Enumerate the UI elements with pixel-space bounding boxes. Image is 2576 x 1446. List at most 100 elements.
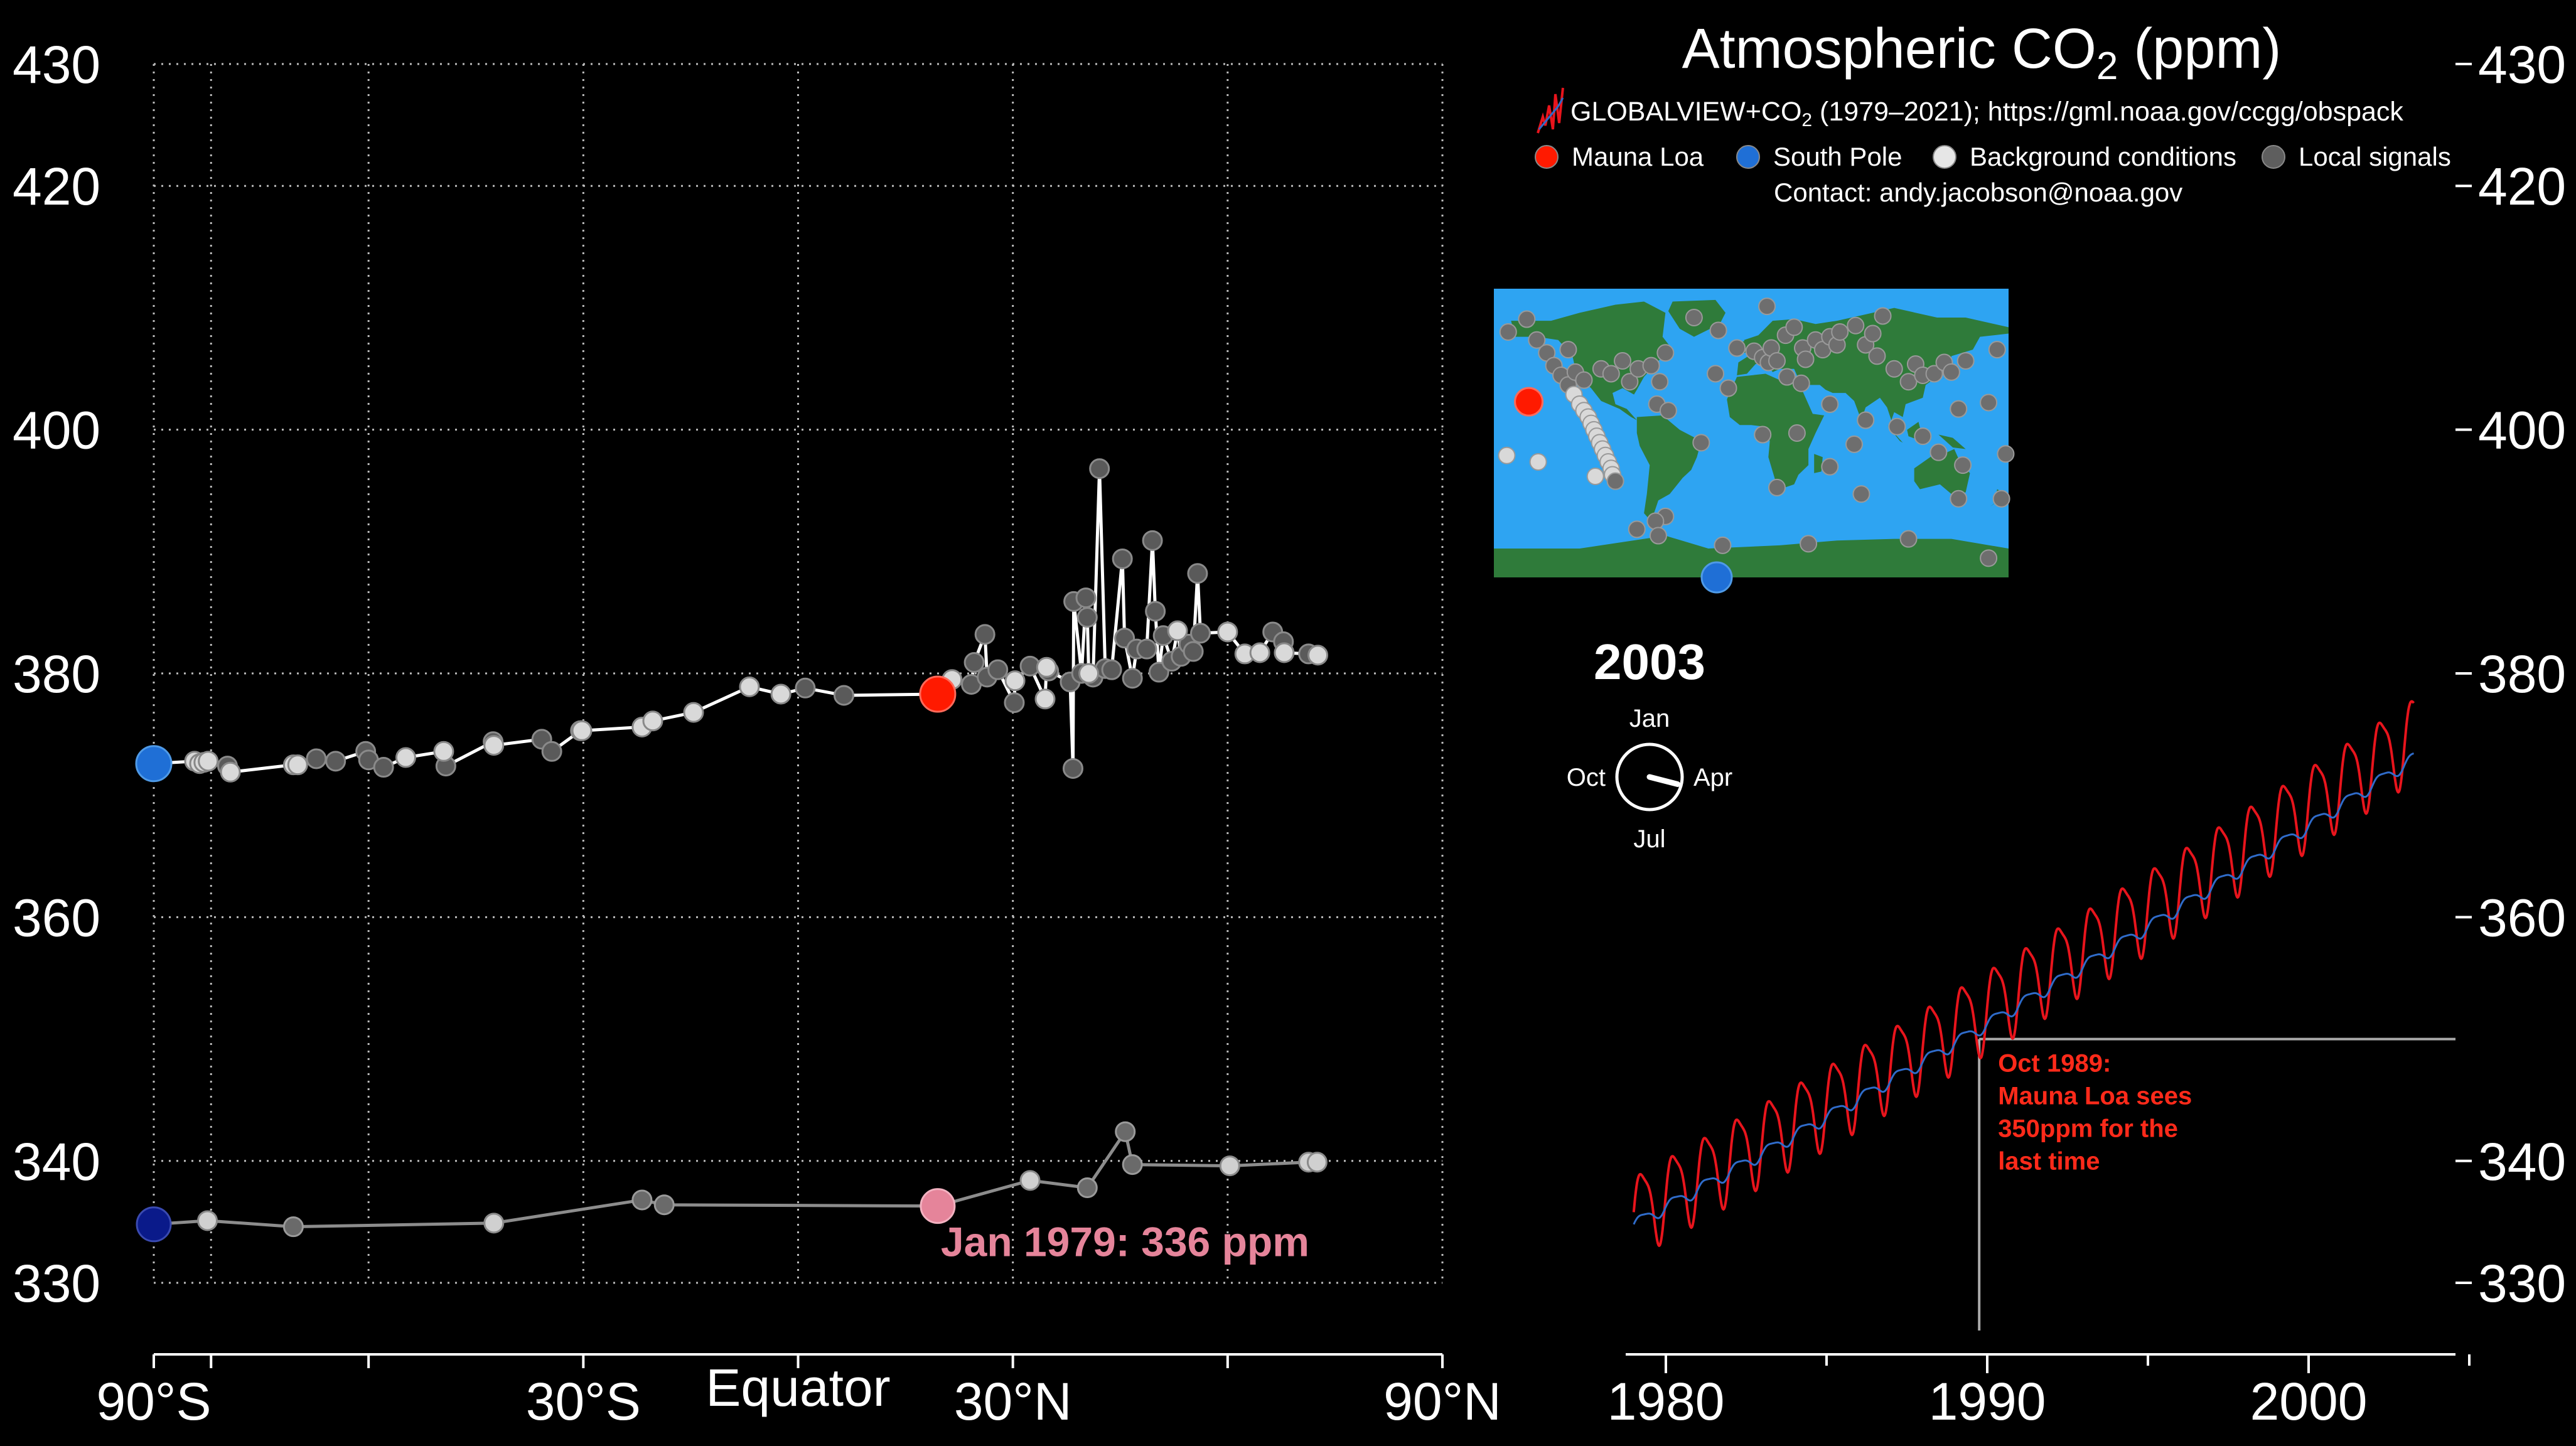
- source-text: GLOBALVIEW+CO2 (1979–2021); https://gml.…: [1570, 97, 2403, 131]
- right-x-tick-label: 1980: [1607, 1372, 1725, 1431]
- map-station-marker: [1606, 472, 1624, 490]
- baseline-point: [1076, 1177, 1098, 1199]
- map-station-marker: [1768, 478, 1786, 496]
- current-point-local: [795, 677, 816, 699]
- map-landmass: [1494, 535, 2009, 577]
- map-station-marker: [1575, 371, 1593, 389]
- map-station-marker: [1499, 323, 1517, 341]
- right-y-tick-label: 360: [2478, 888, 2566, 947]
- current-point-local: [1145, 601, 1166, 622]
- left-x-tick-label: 30°N: [954, 1372, 1072, 1431]
- current-point-bg: [287, 754, 308, 776]
- current-point-bg: [1078, 663, 1100, 684]
- left-y-tick-label: 430: [13, 35, 100, 94]
- right-y-tick-label: 330: [2478, 1254, 2566, 1313]
- current-point-bg: [483, 735, 505, 756]
- header: Atmospheric CO2 (ppm) GLOBALVIEW+CO2 (19…: [1535, 18, 2451, 207]
- map-station-marker: [1518, 310, 1536, 328]
- right-x-tick-label: 2000: [2250, 1372, 2368, 1431]
- current-point-bg: [1167, 620, 1188, 641]
- series-line-mauna-loa: [1632, 700, 2415, 1247]
- map-station-marker: [1956, 352, 1975, 370]
- map-station-marker: [1847, 316, 1865, 335]
- map-station-marker: [1888, 417, 1906, 436]
- time-series-chart: 1980 1990 2000 330 340 360 380 400 420 430 Oct 19…: [1607, 35, 2567, 1431]
- map-landmass: [1938, 434, 1966, 449]
- map-south-pole-marker: [1700, 561, 1733, 594]
- current-point-local: [1075, 587, 1097, 609]
- map-station-marker: [1950, 490, 1968, 508]
- map-station-marker: [1728, 339, 1746, 357]
- legend-label: Local signals: [2299, 142, 2451, 171]
- map-station-marker: [1954, 456, 1972, 474]
- map-station-marker: [1868, 347, 1886, 365]
- current-point-bg: [1307, 645, 1329, 666]
- world-map-inset: [1494, 289, 2015, 594]
- page-title: Atmospheric CO2 (ppm): [1682, 18, 2282, 88]
- baseline-series-line: [153, 1127, 1318, 1229]
- map-station-marker: [1792, 374, 1810, 392]
- map-station-marker: [1649, 527, 1667, 545]
- baseline-point: [1219, 1155, 1240, 1177]
- current-point-local: [541, 741, 562, 762]
- current-point-local: [1142, 530, 1163, 551]
- map-station-marker: [1800, 535, 1818, 553]
- current-point-local: [1183, 641, 1204, 662]
- current-point-local: [963, 652, 985, 673]
- current-point-local: [833, 685, 854, 706]
- season-clock: Jan Jul Oct Apr: [1567, 705, 1732, 853]
- current-point-local: [974, 624, 996, 645]
- current-point-bg: [1274, 642, 1295, 663]
- map-station-marker: [1778, 368, 1796, 386]
- current-point-local: [987, 659, 1009, 680]
- current-point-local: [1089, 458, 1110, 479]
- contact-text: Contact: andy.jacobson@noaa.gov: [1774, 178, 2182, 207]
- current-point-bg: [1217, 621, 1238, 643]
- map-station-marker: [1857, 411, 1875, 429]
- map-station-marker: [1942, 363, 1960, 381]
- legend-label: Mauna Loa: [1572, 142, 1704, 171]
- baseline-point: [1115, 1121, 1136, 1142]
- current-point-local: [306, 748, 327, 769]
- series-line-south-pole: [1633, 752, 2414, 1225]
- baseline-point: [136, 1206, 172, 1243]
- clock-label-bottom: Jul: [1633, 825, 1665, 853]
- left-y-tick-label: 330: [13, 1254, 100, 1313]
- map-station-marker: [1821, 395, 1839, 413]
- baseline-point: [282, 1216, 304, 1238]
- legend-item: Mauna Loa: [1535, 142, 1704, 171]
- left-axes: 90°S 30°S Equator 30°N 90°N 330 340 360 380 400 42…: [13, 35, 1501, 1431]
- map-station-marker: [1788, 424, 1806, 442]
- left-x-tick-label: Equator: [706, 1358, 890, 1417]
- map-station-marker: [1929, 443, 1948, 461]
- map-station-marker: [1656, 344, 1675, 362]
- right-y-tick-label: 380: [2478, 645, 2566, 704]
- map-station-marker: [1602, 365, 1620, 383]
- map-station-marker: [1845, 435, 1863, 453]
- left-y-tick-label: 420: [13, 157, 100, 216]
- map-station-marker: [1852, 485, 1870, 503]
- clock-face: [1615, 742, 1684, 811]
- current-point-bg: [571, 720, 593, 741]
- map-station-marker: [1785, 318, 1803, 336]
- current-year-series: [135, 458, 1329, 783]
- current-point-bg: [433, 741, 454, 762]
- baseline-point: [631, 1189, 653, 1211]
- map-station-marker: [1528, 331, 1546, 349]
- series-swatch-icon-blue: [1538, 97, 1564, 130]
- threshold-annotation-line: Mauna Loa sees: [1998, 1083, 2192, 1110]
- current-point-local: [1189, 623, 1211, 644]
- current-point-bg: [395, 747, 416, 768]
- clock-label-left: Oct: [1567, 764, 1606, 791]
- current-point-local: [1062, 758, 1083, 779]
- baseline-point: [1122, 1154, 1143, 1176]
- map-station-marker: [1899, 373, 1918, 391]
- threshold-annotation-line: 350ppm for the: [1998, 1115, 2178, 1143]
- right-x-tick-label: 1990: [1929, 1372, 2046, 1431]
- map-station-marker: [1685, 309, 1703, 326]
- map-station-marker: [1628, 520, 1646, 538]
- threshold-annotation-line: last time: [1998, 1148, 2100, 1176]
- map-landmass: [1511, 301, 1673, 420]
- source-line: GLOBALVIEW+CO2 (1979–2021); https://gml.…: [1537, 87, 2403, 134]
- left-x-tick-label: 90°N: [1383, 1372, 1501, 1431]
